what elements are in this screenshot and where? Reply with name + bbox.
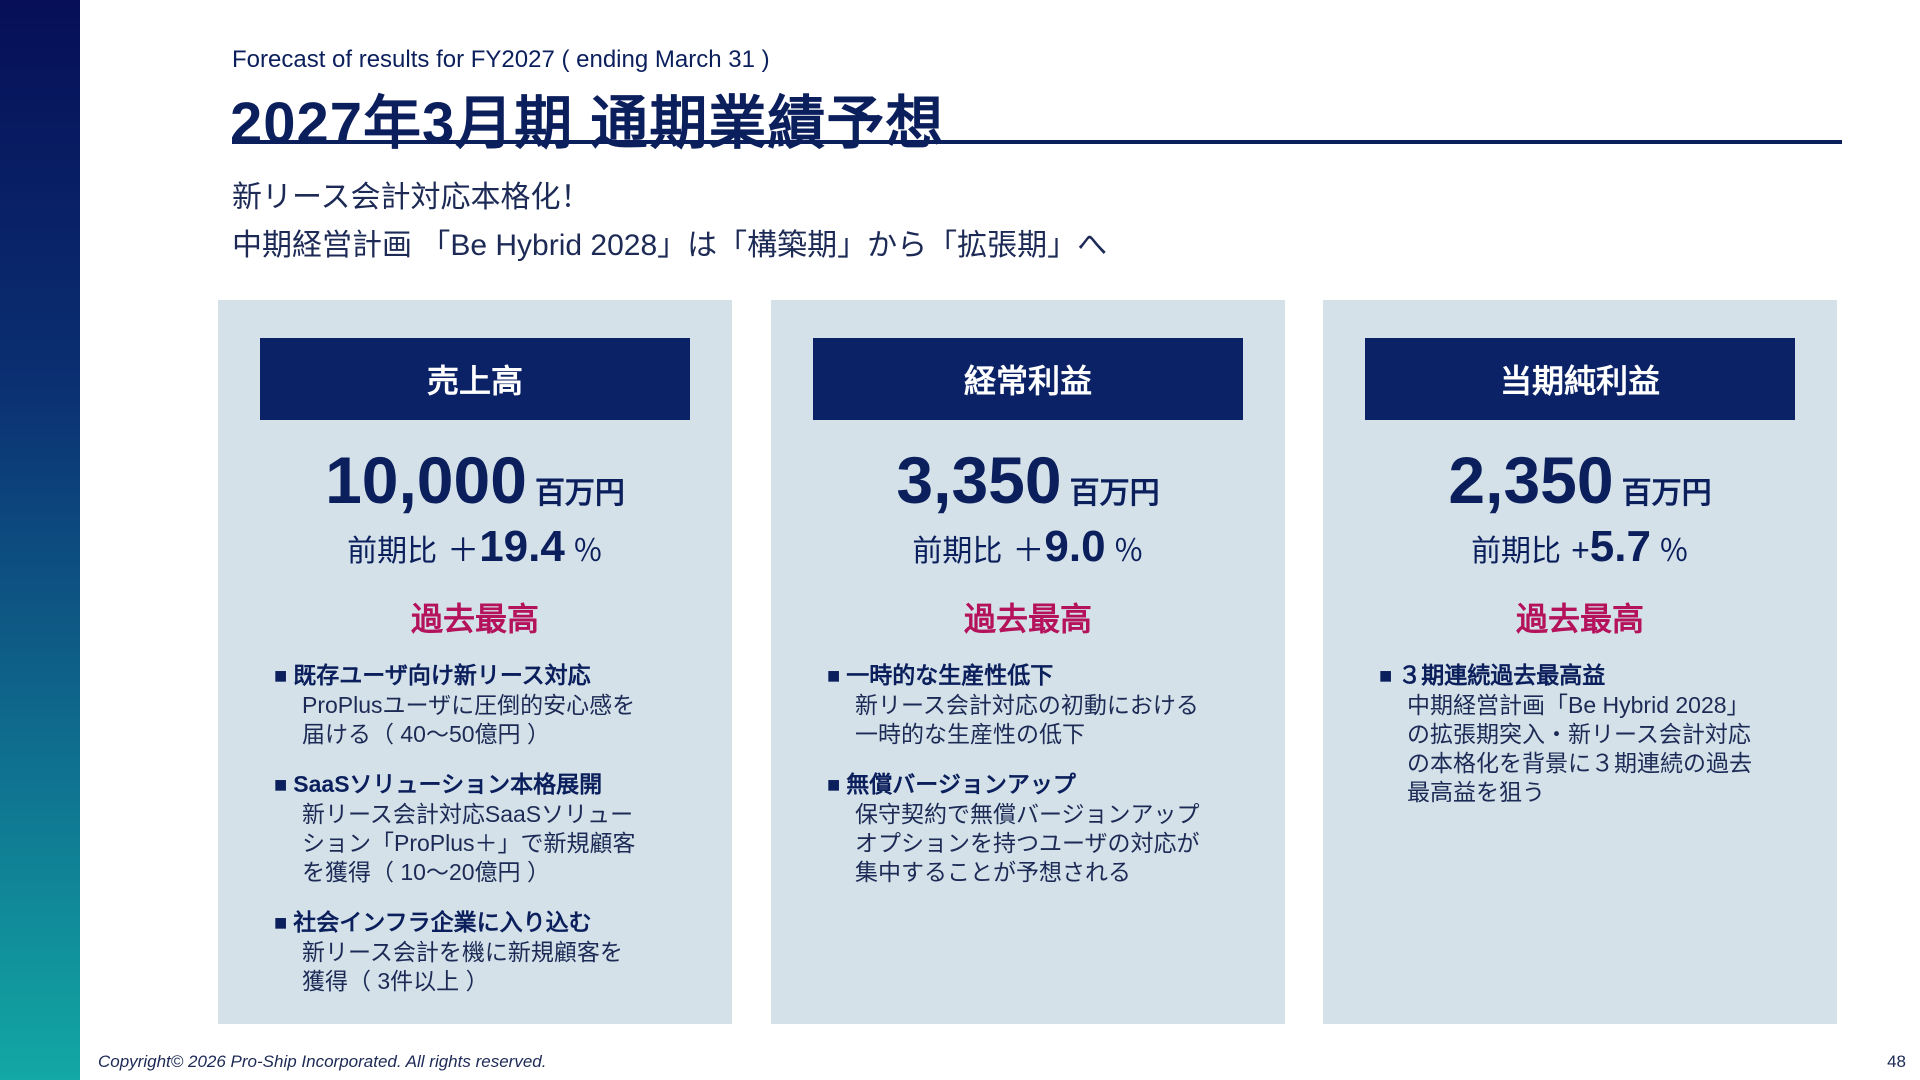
bullet-body: 中期経営計画「Be Hybrid 2028」 の拡張期突入・新リース会計対応 の… — [1407, 692, 1752, 805]
record-high-label: 過去最高 — [963, 601, 1092, 637]
square-bullet-icon: ■ — [274, 910, 288, 935]
bullet-heading: ■ 既存ユーザ向け新リース対応 — [274, 660, 694, 691]
card-header: 当期純利益 — [1365, 338, 1795, 420]
yoy-row: 前期比 + 5.7 ％ — [1323, 522, 1837, 572]
page-subtitle-en: Forecast of results for FY2027 ( ending … — [232, 46, 770, 73]
card-header: 売上高 — [260, 338, 690, 420]
side-accent-bar — [0, 0, 80, 1080]
bullet-item: ■ 一時的な生産性低下 新リース会計対応の初動における 一時的な生産性の低下 — [827, 660, 1247, 749]
card-header: 経常利益 — [813, 338, 1243, 420]
bullet-item: ■ SaaSソリューション本格展開 新リース会計対応SaaSソリュー ション「Pr… — [274, 769, 694, 887]
yoy-sign: ＋ — [447, 532, 480, 568]
amount-row: 3,350 百万円 — [771, 442, 1285, 518]
amount-unit: 百万円 — [534, 477, 625, 510]
square-bullet-icon: ■ — [274, 663, 288, 688]
square-bullet-icon: ■ — [827, 772, 841, 797]
bullet-item: ■ 社会インフラ企業に入り込む 新リース会計を機に新規顧客を 獲得（ 3件以上 ） — [274, 907, 694, 996]
bullet-list: ■ 既存ユーザ向け新リース対応 ProPlusユーザに圧倒的安心感を 届ける（ 4… — [274, 660, 694, 1016]
yoy-sign: + — [1571, 532, 1590, 568]
amount-row: 2,350 百万円 — [1323, 442, 1837, 518]
yoy-percent: ％ — [572, 535, 603, 568]
bullet-item: ■ 既存ユーザ向け新リース対応 ProPlusユーザに圧倒的安心感を 届ける（ 4… — [274, 660, 694, 749]
card-ordinary-profit: 経常利益 3,350 百万円 前期比 ＋ 9.0 ％ 過去最高 ■ 一時的な生産性… — [771, 300, 1285, 1024]
yoy-percent: ％ — [1658, 535, 1689, 568]
square-bullet-icon: ■ — [827, 663, 841, 688]
amount-value: 2,350 — [1448, 443, 1614, 517]
bullet-item: ■ 無償バージョンアップ 保守契約で無償バージョンアップ オプションを持つユーザの… — [827, 769, 1247, 887]
yoy-percent: ％ — [1113, 535, 1144, 568]
yoy-value: 5.7 — [1589, 522, 1651, 571]
bullet-body: ProPlusユーザに圧倒的安心感を 届ける（ 40〜50億円 ） — [302, 692, 636, 747]
record-high-label: 過去最高 — [410, 601, 539, 637]
bullet-body: 新リース会計対応の初動における 一時的な生産性の低下 — [855, 692, 1199, 747]
bullet-heading: ■ ３期連続過去最高益 — [1379, 660, 1799, 691]
copyright-text: Copyright© 2026 Pro-Ship Incorporated. A… — [98, 1052, 547, 1071]
bullet-heading: ■ SaaSソリューション本格展開 — [274, 769, 694, 800]
bullet-item: ■ ３期連続過去最高益 中期経営計画「Be Hybrid 2028」 の拡張期突入… — [1379, 660, 1799, 807]
card-net-income: 当期純利益 2,350 百万円 前期比 + 5.7 ％ 過去最高 ■ ３期連続過去… — [1323, 300, 1837, 1024]
bullet-heading-text: 社会インフラ企業に入り込む — [293, 909, 592, 935]
amount-value: 3,350 — [896, 443, 1062, 517]
yoy-label: 前期比 — [347, 535, 438, 568]
bullet-heading-text: 無償バージョンアップ — [846, 771, 1076, 797]
page-title: 2027年3月期 通期業績予想 — [230, 91, 945, 156]
amount-unit: 百万円 — [1069, 477, 1160, 510]
square-bullet-icon: ■ — [1379, 663, 1393, 688]
yoy-value: 19.4 — [479, 522, 565, 571]
bullet-body: 保守契約で無償バージョンアップ オプションを持つユーザの対応が 集中することが予… — [855, 801, 1200, 885]
bullet-heading: ■ 無償バージョンアップ — [827, 769, 1247, 800]
yoy-value: 9.0 — [1044, 522, 1106, 571]
amount-value: 10,000 — [325, 443, 527, 517]
yoy-sign: ＋ — [1012, 532, 1045, 568]
yoy-row: 前期比 ＋ 9.0 ％ — [771, 522, 1285, 572]
yoy-label: 前期比 — [1471, 535, 1562, 568]
bullet-heading-text: ３期連続過去最高益 — [1398, 662, 1606, 688]
square-bullet-icon: ■ — [274, 772, 288, 797]
page-number: 48 — [1887, 1052, 1906, 1071]
lead-line-1: 新リース会計対応本格化！ — [232, 181, 591, 214]
bullet-heading-text: 既存ユーザ向け新リース対応 — [293, 662, 591, 688]
yoy-row: 前期比 ＋ 19.4 ％ — [218, 522, 732, 572]
bullet-body: 新リース会計対応SaaSソリュー ション「ProPlus＋」で新規顧客 を獲得（… — [302, 801, 636, 885]
bullet-heading-text: 一時的な生産性低下 — [846, 662, 1054, 688]
bullet-list: ■ 一時的な生産性低下 新リース会計対応の初動における 一時的な生産性の低下 ■ 無… — [827, 660, 1247, 907]
yoy-label: 前期比 — [912, 535, 1003, 568]
bullet-heading-text: SaaSソリューション本格展開 — [293, 771, 603, 797]
amount-unit: 百万円 — [1621, 477, 1712, 510]
amount-row: 10,000 百万円 — [218, 442, 732, 518]
record-high-label: 過去最高 — [1515, 601, 1644, 637]
bullet-heading: ■ 社会インフラ企業に入り込む — [274, 907, 694, 938]
bullet-heading: ■ 一時的な生産性低下 — [827, 660, 1247, 691]
title-underline — [232, 140, 1842, 144]
bullet-list: ■ ３期連続過去最高益 中期経営計画「Be Hybrid 2028」 の拡張期突入… — [1379, 660, 1799, 827]
bullet-body: 新リース会計を機に新規顧客を 獲得（ 3件以上 ） — [302, 939, 623, 994]
lead-line-2: 中期経営計画 「Be Hybrid 2028」は「構築期」から「拡張期」へ — [232, 229, 1108, 262]
card-net-sales: 売上高 10,000 百万円 前期比 ＋ 19.4 ％ 過去最高 ■ 既存ユーザ向… — [218, 300, 732, 1024]
